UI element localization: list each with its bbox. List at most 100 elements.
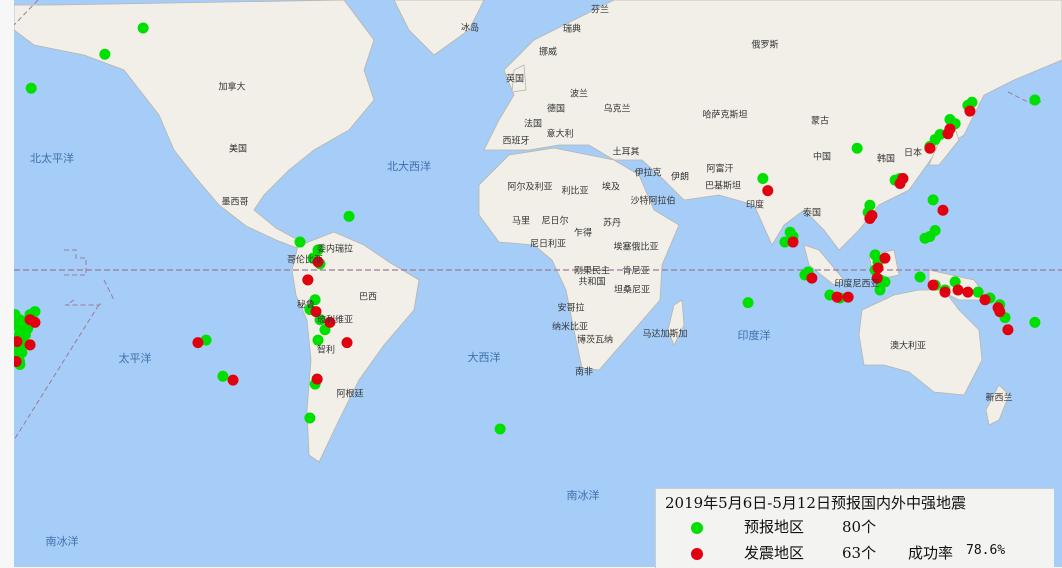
earthquake-point[interactable] (879, 252, 891, 264)
forecast-point[interactable] (312, 244, 324, 256)
forecast-point[interactable] (314, 314, 326, 326)
earthquake-point[interactable] (939, 286, 951, 298)
country-label: 英国 (505, 74, 525, 85)
country-label: 芬兰 (590, 5, 610, 16)
country-label: 挪威 (538, 47, 558, 58)
earthquake-point[interactable] (952, 284, 964, 296)
forecast-point[interactable] (966, 96, 978, 108)
country-label: 利比亚 (561, 186, 589, 197)
earthquake-point[interactable] (944, 123, 956, 135)
forecast-point[interactable] (742, 297, 754, 309)
forecast-point[interactable] (1029, 316, 1041, 328)
earthquake-point[interactable] (871, 272, 883, 284)
forecast-point[interactable] (874, 284, 886, 296)
country-label: 智利 (316, 345, 336, 356)
forecast-point[interactable] (29, 306, 41, 318)
earthquake-point[interactable] (864, 212, 876, 224)
red-dot-icon (691, 548, 703, 560)
country-label: 冰岛 (460, 23, 480, 34)
country-label: 哥伦比亚 (286, 255, 324, 266)
country-label: 阿尔及利亚 (507, 182, 553, 193)
forecast-label: 预报地区 (744, 518, 805, 536)
australia (858, 289, 983, 396)
success-rate-value: 78.6% (966, 543, 1006, 558)
country-label: 巴基斯坦 (704, 181, 742, 192)
forecast-point[interactable] (972, 286, 984, 298)
forecast-point[interactable] (99, 48, 111, 60)
country-label: 阿根廷 (336, 389, 364, 400)
earthquake-point[interactable] (341, 337, 353, 349)
ocean-label: 南冰洋 (566, 489, 600, 502)
forecast-point[interactable] (16, 347, 28, 359)
world-map[interactable]: 冰岛 芬兰 瑞典 挪威 俄罗斯 英国 波兰 德国 乌克兰 法国 哈萨克斯坦 蒙古 西班牙 意大利 土耳其 中国… (14, 0, 1062, 567)
forecast-point[interactable] (927, 194, 939, 206)
uk (511, 64, 527, 93)
country-label: 意大利 (546, 129, 574, 140)
country-label: 纳米比亚 (551, 322, 589, 333)
forecast-point[interactable] (343, 210, 355, 222)
earthquake-point[interactable] (964, 105, 976, 117)
country-label: 玻利维亚 (316, 315, 354, 326)
north-america (14, 0, 375, 249)
earthquake-point[interactable] (979, 294, 991, 306)
earthquake-point[interactable] (312, 256, 324, 268)
country-label: 乌克兰 (603, 104, 631, 115)
country-label: 哈萨克斯坦 (702, 110, 748, 121)
forecast-point[interactable] (294, 236, 306, 248)
country-label: 俄罗斯 (751, 40, 779, 51)
earthquake-point[interactable] (806, 272, 818, 284)
country-label: 共和国 (578, 277, 606, 288)
forecast-point[interactable] (25, 82, 37, 94)
forecast-point[interactable] (914, 271, 926, 283)
earthquake-point[interactable] (831, 291, 843, 303)
country-label: 尼日利亚 (529, 239, 567, 250)
forecast-point[interactable] (494, 423, 506, 435)
earthquake-point[interactable] (1002, 324, 1014, 336)
country-label: 肯尼亚 (622, 266, 650, 277)
earthquake-point[interactable] (227, 374, 239, 386)
earthquake-point[interactable] (311, 373, 323, 385)
earthquake-point[interactable] (14, 356, 22, 368)
forecast-point[interactable] (217, 370, 229, 382)
earthquake-point[interactable] (310, 306, 322, 318)
forecast-point[interactable] (1029, 94, 1041, 106)
forecast-point[interactable] (304, 412, 316, 424)
country-label: 波兰 (569, 89, 589, 100)
earthquake-point[interactable] (14, 336, 23, 348)
legend-forecast-row: 预报地区 80个 (656, 515, 1054, 539)
earthquake-point[interactable] (962, 286, 974, 298)
earthquake-point[interactable] (994, 306, 1006, 318)
earthquake-point[interactable] (787, 236, 799, 248)
country-label: 蒙古 (810, 116, 830, 127)
success-rate-label: 成功率 (908, 544, 954, 562)
forecast-point[interactable] (924, 230, 936, 242)
earthquake-point[interactable] (324, 316, 336, 328)
forecast-point[interactable] (312, 334, 324, 346)
earthquake-point[interactable] (894, 177, 906, 189)
earthquake-point[interactable] (762, 185, 774, 197)
country-label: 博茨瓦纳 (576, 335, 614, 346)
earthquake-point[interactable] (872, 262, 884, 274)
earthquake-point[interactable] (24, 339, 36, 351)
forecast-point[interactable] (851, 142, 863, 154)
country-label: 韩国 (876, 154, 896, 165)
date-line-boundary (14, 0, 1045, 441)
forecast-point[interactable] (757, 172, 769, 184)
ocean-label: 南冰洋 (45, 535, 79, 548)
forecast-point[interactable] (779, 236, 791, 248)
country-label: 乍得 (573, 228, 593, 239)
earthquake-point[interactable] (192, 337, 204, 349)
forecast-point[interactable] (309, 294, 321, 306)
earthquake-point[interactable] (302, 274, 314, 286)
greenland (393, 0, 485, 56)
country-label: 伊朗 (670, 172, 690, 183)
earthquake-point[interactable] (842, 291, 854, 303)
earthquake-point[interactable] (927, 279, 939, 291)
earthquake-point[interactable] (29, 316, 41, 328)
country-label: 印度尼西亚 (834, 279, 880, 290)
earthquake-point[interactable] (937, 204, 949, 216)
land (14, 0, 1062, 463)
earthquake-point[interactable] (924, 142, 936, 154)
forecast-point[interactable] (137, 22, 149, 34)
country-label: 坦桑尼亚 (613, 285, 651, 296)
